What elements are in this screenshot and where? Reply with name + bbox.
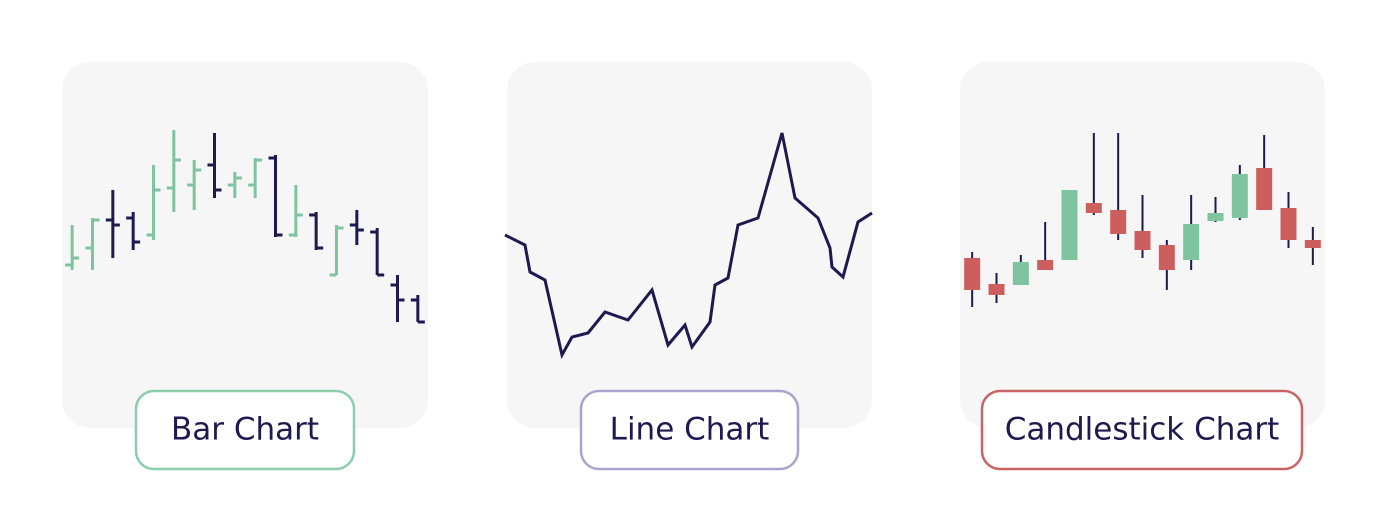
candle-body [1085,203,1102,213]
candle-body [1061,190,1078,260]
candle-body [1037,260,1054,270]
panel [62,62,428,428]
candle-body [1231,174,1248,218]
candle-body [1256,168,1273,210]
candle-body [988,284,1005,295]
candle-body [1207,213,1224,221]
candle-body [1012,262,1029,285]
panel [507,62,872,428]
candle-body [1134,231,1151,250]
candle-body [1183,224,1200,260]
line [504,132,873,360]
chart-label: Line Chart [610,412,770,448]
candle-body [1304,240,1321,248]
chart-label-button [980,389,1304,471]
candle-body [964,258,981,290]
candle-body [1158,245,1175,270]
chart-label-button [579,389,800,471]
candle-body [1280,208,1297,240]
chart-label-button [134,389,356,471]
chart-label: Candlestick Chart [1005,412,1280,448]
candle-body [1110,210,1127,234]
chart-label: Bar Chart [171,412,319,448]
